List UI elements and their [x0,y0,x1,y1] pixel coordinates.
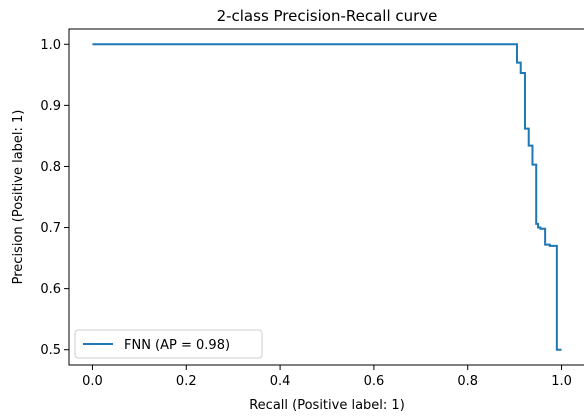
legend-box [74,329,263,359]
x-tick-label: 0.4 [270,374,291,389]
y-axis-ticks: 0.5 0.6 0.7 0.8 0.9 1.0 [40,38,69,358]
x-tick-label: 0.2 [176,374,197,389]
x-tick-label: 1.0 [551,374,572,389]
x-axis-label: Recall (Positive label: 1) [249,398,405,413]
x-tick-label: 0.6 [364,374,385,389]
y-tick-label: 0.6 [40,282,61,297]
y-tick-label: 0.5 [40,343,61,358]
y-tick-label: 0.8 [40,160,61,175]
y-tick-label: 1.0 [40,38,61,53]
y-tick-label: 0.7 [40,221,61,236]
plot-frame [68,28,584,366]
x-tick-label: 0.0 [82,374,103,389]
legend: FNN (AP = 0.98) [74,329,263,359]
precision-recall-line [92,43,562,351]
x-tick-label: 0.8 [457,374,478,389]
y-axis-label: Precision (Positive label: 1) [11,110,26,285]
legend-label: FNN (AP = 0.98) [124,338,230,353]
y-tick-label: 0.9 [40,99,61,114]
plot-area [69,29,584,365]
chart-title: 2-class Precision-Recall curve [217,7,438,25]
x-axis-ticks: 0.0 0.2 0.4 0.6 0.8 1.0 [82,365,572,389]
